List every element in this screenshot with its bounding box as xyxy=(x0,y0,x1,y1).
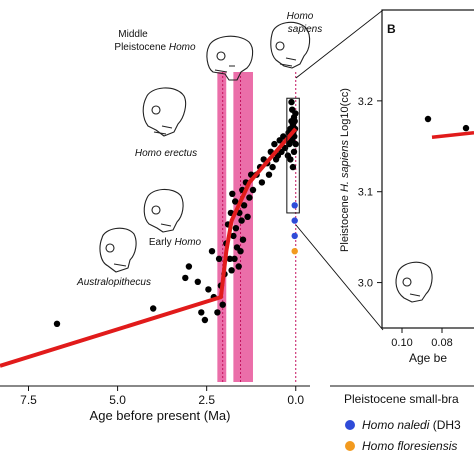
zoom-connector-top xyxy=(295,9,384,79)
zoom-connector-bottom xyxy=(295,224,384,331)
point-s0-29 xyxy=(238,217,245,224)
point-s0-35 xyxy=(246,194,253,201)
x-tick-label-2: 2.5 xyxy=(198,393,215,407)
annotation-early-homo: Early Homo xyxy=(149,237,202,248)
fit-line-path-b xyxy=(431,130,474,139)
panel-b-label: B xyxy=(387,22,396,36)
point-s0-37 xyxy=(249,186,257,194)
b-point-0-1 xyxy=(462,124,470,132)
x-axis: 0.100.080 xyxy=(391,328,453,349)
point-s0-43 xyxy=(265,171,273,178)
point-s2-0 xyxy=(291,248,298,255)
skull-homo-sapiens xyxy=(270,21,311,69)
point-s0-69 xyxy=(287,156,294,163)
annotation-australopithecus: Australopithecus xyxy=(76,277,151,288)
fit-line xyxy=(431,130,474,139)
legend-label-floresiensis: Homo floresiensis xyxy=(362,439,457,453)
b-point-0-0 xyxy=(424,115,432,123)
skull-middle-pleistocene-homo xyxy=(206,35,254,81)
point-s0-40 xyxy=(258,179,266,186)
x-axis-title-b: Age be xyxy=(409,351,447,365)
data-points xyxy=(53,98,299,327)
skull-australopithecus xyxy=(99,227,137,273)
point-s0-11 xyxy=(215,255,223,262)
annotation-homo: Homo xyxy=(287,11,314,22)
point-s0-34 xyxy=(244,213,251,220)
point-s0-22 xyxy=(231,255,238,262)
y-tick-label-2: 3.2 xyxy=(358,96,373,108)
y-tick-label-1: 3.1 xyxy=(358,187,373,199)
x-tick-label-0: 7.5 xyxy=(20,393,37,407)
fit-line-path xyxy=(0,127,298,368)
y-axis-title: Pleistocene H. sapiens Log10(cc) xyxy=(339,88,351,252)
point-s0-23 xyxy=(232,198,239,205)
point-s0-7 xyxy=(205,286,212,293)
annotations: Middle Pleistocene Homo Homo sapiens Hom… xyxy=(76,11,322,288)
b-x-tick-label-0: 0.10 xyxy=(391,337,412,349)
panel-b-frame xyxy=(381,9,474,329)
point-s0-65 xyxy=(291,118,298,125)
zoom-box xyxy=(286,97,300,214)
legend-marker-floresiensis xyxy=(345,441,355,451)
panel-a: 7.5 5.0 2.5 0.0 Age before present (Ma) xyxy=(0,72,310,423)
point-s0-2 xyxy=(182,274,189,282)
y-axis: 3.0 3.1 3.2 xyxy=(358,96,382,290)
legend-title: Pleistocene small-bra xyxy=(344,392,459,406)
point-s0-3 xyxy=(185,263,193,270)
skull-early-homo xyxy=(143,188,184,233)
skull-illustrations xyxy=(99,21,433,303)
annotation-homo-erectus: Homo erectus xyxy=(135,148,197,159)
point-s0-26 xyxy=(235,263,242,270)
annotation-middle: Middle xyxy=(118,29,148,40)
point-s0-45 xyxy=(269,163,276,171)
point-s0-21 xyxy=(230,232,237,240)
point-s0-70 xyxy=(289,106,296,113)
point-s0-8 xyxy=(208,248,216,255)
shaded-band-0 xyxy=(217,72,227,382)
legend: Pleistocene small-bra Homo naledi (DH3 H… xyxy=(330,385,474,453)
point-s0-1 xyxy=(150,305,157,312)
point-s0-72 xyxy=(289,163,297,171)
point-s0-19 xyxy=(228,267,235,274)
annotation-sapiens: sapiens xyxy=(288,24,322,35)
skull-panel-b xyxy=(395,261,433,303)
point-s0-20 xyxy=(229,190,236,197)
point-s0-17 xyxy=(226,255,233,262)
point-s0-0 xyxy=(53,320,61,327)
point-s0-28 xyxy=(237,248,244,255)
x-axis-title: Age before present (Ma) xyxy=(90,408,231,423)
y-tick-label-0: 3.0 xyxy=(358,278,373,290)
point-s0-13 xyxy=(219,301,226,308)
panel-b: B 3.03.13.2 0.100.080 Pleistocene H. sap… xyxy=(339,9,474,365)
data-points xyxy=(424,115,470,132)
point-s0-4 xyxy=(194,278,201,285)
b-x-tick-label-1: 0.08 xyxy=(431,337,452,349)
shaded-band-1 xyxy=(233,72,253,382)
point-s1-1 xyxy=(291,217,298,224)
legend-label-naledi: Homo naledi (DH3 xyxy=(362,418,461,432)
annotation-pleistocene-homo: Pleistocene Homo xyxy=(114,42,196,53)
point-s0-6 xyxy=(201,316,209,324)
point-s0-68 xyxy=(292,140,299,148)
point-s0-31 xyxy=(239,236,247,243)
point-s0-10 xyxy=(214,309,221,316)
point-s0-32 xyxy=(240,202,248,209)
fit-line xyxy=(0,127,298,368)
shaded-bands xyxy=(217,72,253,382)
point-s0-5 xyxy=(198,309,205,316)
point-s0-73 xyxy=(288,98,295,106)
x-tick-label-1: 5.0 xyxy=(109,393,126,407)
skull-homo-erectus xyxy=(142,87,187,137)
x-tick-label-3: 0.0 xyxy=(287,393,304,407)
point-s0-71 xyxy=(290,148,298,155)
point-s1-2 xyxy=(291,232,298,240)
point-s1-0 xyxy=(291,202,298,209)
legend-marker-naledi xyxy=(345,420,355,430)
x-axis: 7.5 5.0 2.5 0.0 xyxy=(0,385,310,407)
point-s0-46 xyxy=(271,140,278,148)
point-s0-24 xyxy=(232,225,240,232)
